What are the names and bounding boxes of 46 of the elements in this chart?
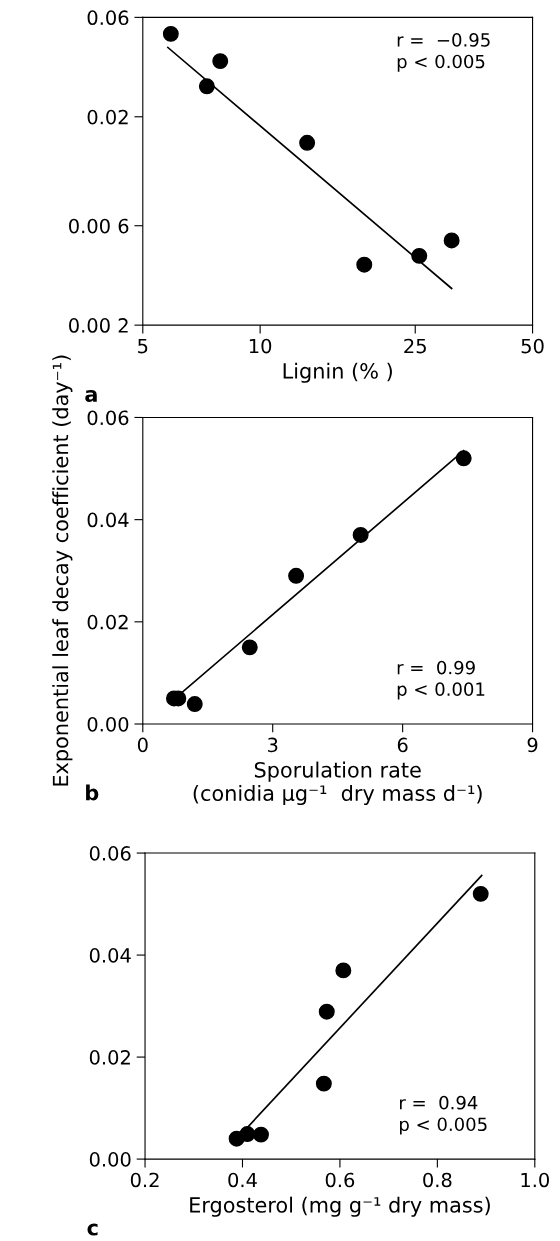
x-tick-label: 0 [137,737,148,753]
text: c [87,1223,98,1236]
y-tick-label: 0.00 2 [69,318,128,333]
x-tick-label: 9 [527,737,538,753]
annotation: r = −0.95 p < 0.005 [397,33,490,72]
point [186,696,203,713]
x-axis-title: Sporulation rate (conidia µg⁻¹ dry mass d⁻¹) [193,761,482,806]
x-tick-label: 1.0 [521,1172,549,1188]
y-tick-label: 0.02 [89,1050,130,1065]
x-tick-label: 3 [268,737,278,753]
y-tick-label: 0.04 [89,948,131,963]
point [352,526,369,543]
x-tick-label: 25 [404,338,426,354]
point [239,1126,256,1143]
text: b [86,784,99,801]
text: a [85,390,97,402]
x-tick-label: 0.8 [423,1172,452,1188]
x-tick-label: 0.4 [228,1172,257,1188]
x-tick-label: 0.2 [130,1172,159,1188]
y-tick-label: 0.00 6 [69,218,129,234]
point [288,567,305,584]
point [241,639,258,656]
x-tick-label: 5 [138,338,148,354]
x-tick-label: 6 [397,737,408,753]
point [455,450,472,467]
point [335,962,352,979]
y-tick-label: 0.06 [87,410,129,426]
y-tick-label: 0.06 [89,846,131,861]
y-tick-label: 0.04 [87,512,129,528]
x-axis-title: Ergosterol (mg g⁻¹ dry mass) [190,1196,490,1217]
point [318,1003,335,1020]
annotation: r = 0.99 p < 0.001 [397,660,485,700]
y-tick-label: 0.02 [87,109,128,125]
y-tick-label: 0.02 [87,614,128,630]
annotation: r = 0.94 p < 0.005 [400,1095,487,1135]
y-axis-title: Exponential leaf decay coefficient (day⁻¹) [52,355,73,786]
x-axis-title: Lignin (% ) [283,362,392,383]
x-tick-label: 50 [521,338,544,354]
point [253,1126,269,1143]
y-tick-label: 0.00 [87,716,129,732]
x-tick-label: 10 [249,338,272,354]
y-tick-label: 0.06 [87,10,129,26]
y-tick-label: 0.00 [89,1152,131,1167]
x-tick-label: 0.6 [325,1172,355,1188]
point [472,885,489,902]
point [315,1075,332,1092]
